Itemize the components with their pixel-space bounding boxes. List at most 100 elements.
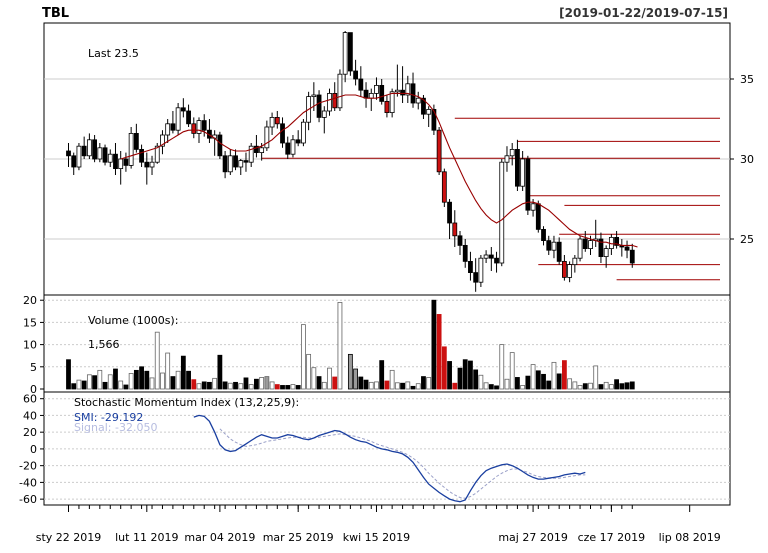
volume-bar — [321, 381, 327, 390]
volume-bar — [102, 381, 108, 390]
candle-body — [227, 155, 233, 173]
smi-title: Stochastic Momentum Index (13,2,25,9): — [74, 396, 299, 409]
volume-tick-label: 20 — [23, 294, 37, 307]
volume-tick-label: 0 — [30, 383, 37, 396]
candle-body — [180, 107, 186, 112]
volume-bar — [431, 299, 437, 390]
volume-tick-label: 15 — [23, 316, 37, 329]
volume-bar — [473, 369, 479, 390]
volume-bar — [530, 364, 536, 390]
volume-bar — [374, 381, 379, 390]
candle-body — [473, 272, 479, 283]
candle-body — [113, 153, 118, 169]
candle-body — [358, 78, 364, 91]
volume-bar — [196, 383, 202, 390]
candle-body — [530, 203, 536, 211]
volume-tick-label: 10 — [23, 339, 37, 352]
candle-body — [629, 249, 635, 264]
volume-bar — [92, 375, 97, 390]
volume-bar — [457, 367, 463, 390]
volume-bar — [603, 381, 609, 390]
volume-bar — [306, 353, 312, 390]
volume-bar — [546, 380, 552, 390]
volume-bar — [113, 368, 118, 390]
volume-bar — [608, 384, 614, 390]
volume-bar — [66, 359, 71, 390]
candle-body — [337, 73, 343, 109]
candle-body — [118, 158, 124, 170]
volume-bar — [160, 372, 165, 390]
candle-body — [243, 160, 249, 163]
volume-bar — [447, 361, 452, 390]
candle-body — [269, 117, 275, 128]
volume-bar — [238, 383, 244, 390]
candle-body — [572, 257, 578, 266]
volume-bar — [201, 381, 207, 390]
volume-bar — [358, 376, 364, 390]
candle-body — [509, 148, 515, 157]
candle-body — [316, 94, 322, 118]
volume-bar — [624, 382, 630, 390]
candle-body — [603, 248, 609, 258]
candle-body — [504, 155, 510, 163]
candle-body — [483, 254, 489, 259]
candle-body — [149, 161, 155, 168]
price-tick-label: 35 — [740, 73, 754, 86]
candle-body — [128, 132, 134, 166]
volume-bar — [426, 377, 432, 390]
candle-body — [66, 150, 71, 157]
candle-body — [300, 121, 306, 144]
volume-bar — [264, 376, 270, 390]
smi-tick-label: -60 — [19, 493, 37, 506]
candle-body — [170, 123, 176, 131]
price-tick-label: 30 — [740, 153, 754, 166]
candle-body — [133, 132, 139, 150]
candle-body — [431, 109, 437, 131]
volume-bar — [316, 376, 322, 390]
volume-bar — [379, 360, 385, 390]
candle-body — [363, 89, 369, 99]
candle-body — [107, 153, 113, 163]
candle-body — [102, 147, 108, 163]
candle-body — [551, 241, 557, 251]
candle-body — [457, 235, 463, 246]
volume-bar — [254, 378, 259, 390]
smi-panel — [193, 414, 586, 503]
volume-bar — [515, 377, 520, 390]
volume-title: Volume (1000s): — [88, 314, 178, 327]
volume-bar — [170, 376, 176, 390]
volume-bar — [285, 385, 291, 390]
volume-bar — [165, 352, 171, 390]
chart-title: TBL — [42, 6, 69, 21]
smi-value-label: SMI: -29.192 — [74, 411, 143, 424]
candle-body — [426, 109, 432, 115]
volume-bar — [207, 381, 212, 390]
last-price-label: Last 23.5 — [88, 47, 139, 60]
volume-bar — [332, 376, 338, 390]
volume-bar — [619, 383, 625, 390]
candle-body — [452, 222, 458, 237]
candle-body — [321, 110, 327, 118]
candle-body — [488, 254, 494, 259]
candle-body — [274, 117, 280, 125]
candle-body — [389, 91, 395, 114]
volume-bar — [212, 377, 218, 390]
volume-bar — [327, 367, 332, 390]
candle-body — [562, 260, 567, 278]
price-tick-label: 25 — [740, 233, 754, 246]
volume-bar — [180, 355, 186, 390]
candle-body — [614, 236, 619, 246]
volume-bar — [149, 377, 155, 390]
volume-bar — [368, 381, 374, 390]
candle-body — [436, 129, 442, 173]
volume-bar — [217, 354, 223, 390]
candle-body — [254, 145, 259, 153]
candle-body — [295, 139, 301, 144]
candle-body — [264, 126, 270, 149]
candle-body — [541, 228, 546, 241]
candle-body — [525, 158, 531, 211]
volume-bar — [81, 380, 87, 390]
volume-bar — [154, 331, 160, 390]
